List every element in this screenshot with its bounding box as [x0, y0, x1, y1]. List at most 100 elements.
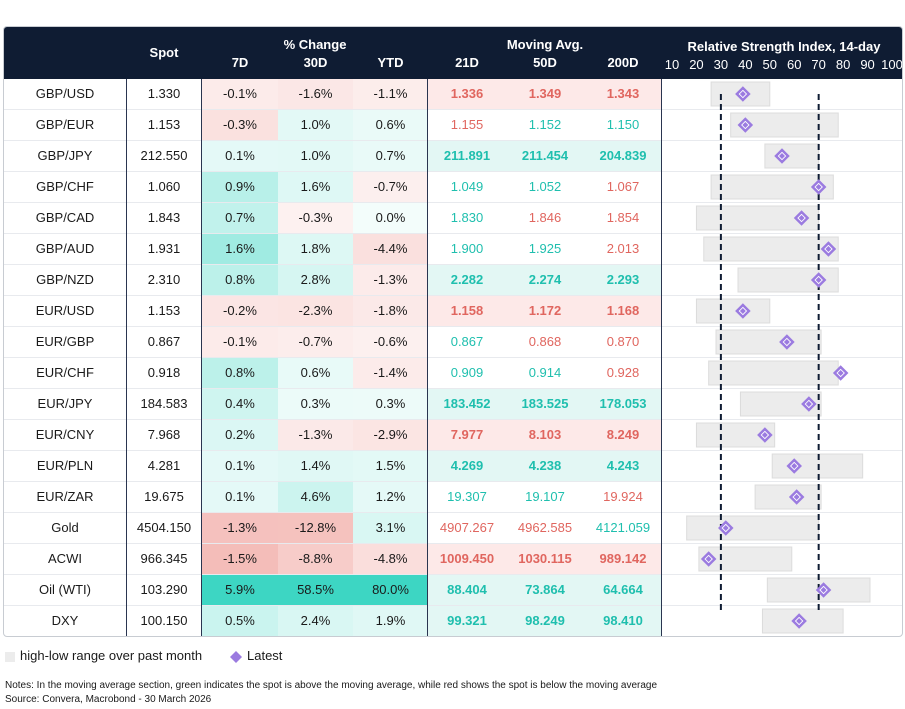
legend-latest-marker	[230, 651, 242, 663]
table-row: EUR/JPY 184.583 0.4% 0.3% 0.3% 183.452 183.525…	[4, 389, 902, 420]
cell-d7: 0.8%	[202, 265, 278, 295]
table-row: Oil (WTI) 103.290 5.9% 58.5% 80.0% 88.404 73.8…	[4, 575, 902, 606]
rsi-latest-marker-core	[783, 339, 790, 345]
ma-band	[428, 141, 662, 171]
rsi-latest-marker-core	[705, 556, 712, 562]
cell-name: GBP/JPY	[37, 148, 93, 163]
cell-d30: 2.4%	[278, 606, 353, 636]
cell-d30: 0.6%	[278, 358, 353, 388]
cell-ma21: 1.830	[450, 210, 484, 225]
table-row: EUR/ZAR 19.675 0.1% 4.6% 1.2% 19.307 19.107 19.…	[4, 482, 902, 513]
ma-band	[428, 79, 662, 109]
cell-d7: 0.1%	[202, 451, 278, 481]
rsi-latest-marker-core	[820, 587, 827, 593]
cell-ma21: 99.321	[447, 613, 487, 628]
table-row: GBP/CHF 1.060 0.9% 1.6% -0.7% 1.049 1.052 1.067	[4, 172, 902, 203]
cell-d7: -0.1%	[202, 79, 278, 109]
ma-band	[428, 575, 662, 605]
cell-ma200: 4121.059	[595, 520, 651, 535]
rsi-latest-marker-core	[815, 277, 822, 283]
cell-ma200: 178.053	[599, 396, 647, 411]
ma-band	[428, 389, 662, 419]
cell-d30: -0.7%	[278, 327, 353, 357]
cell-d30: 2.8%	[278, 265, 353, 295]
cell-spot: 1.931	[147, 241, 181, 256]
cell-ytd: -0.6%	[353, 327, 428, 357]
fx-summary-table: Spot % Change 7D 30D YTD Moving Avg. 21D…	[3, 26, 903, 637]
rsi-range-bar	[771, 453, 864, 479]
cell-ytd: -2.9%	[353, 420, 428, 450]
rsi-latest-marker-core	[779, 153, 785, 159]
rsi-latest-marker-core	[739, 91, 746, 97]
rsi-tick-label: 30	[713, 57, 729, 72]
cell-ma200: 1.854	[606, 210, 640, 225]
cell-name: EUR/PLN	[36, 458, 94, 473]
rsi-range-bar	[715, 329, 822, 355]
cell-name: GBP/CHF	[36, 179, 94, 194]
cell-name: GBP/USD	[35, 86, 95, 101]
cell-ma21: 211.891	[443, 148, 491, 163]
table-row: EUR/USD 1.153 -0.2% -2.3% -1.8% 1.158 1.172 1.1…	[4, 296, 902, 327]
cell-d30: 1.4%	[278, 451, 353, 481]
cell-spot: 4504.150	[136, 520, 192, 535]
cell-spot: 4.281	[147, 458, 181, 473]
cell-ma50: 98.249	[525, 613, 565, 628]
cell-ma21: 1009.450	[439, 551, 495, 566]
cell-ytd: 0.0%	[353, 203, 428, 233]
cell-name: EUR/CNY	[35, 427, 95, 442]
cell-ma50: 73.864	[525, 582, 565, 597]
cell-ytd: -1.3%	[353, 265, 428, 295]
cell-ma21: 1.049	[450, 179, 484, 194]
cell-ma200: 1.067	[606, 179, 640, 194]
cell-spot: 0.867	[147, 334, 181, 349]
cell-spot: 0.918	[147, 365, 181, 380]
cell-ytd: 0.7%	[353, 141, 428, 171]
cell-ma21: 1.336	[450, 86, 484, 101]
cell-d30: 1.6%	[278, 172, 353, 202]
divider-spot	[201, 79, 202, 636]
ma-band	[428, 606, 662, 636]
table-row: GBP/EUR 1.153 -0.3% 1.0% 0.6% 1.155 1.152 1.150	[4, 110, 902, 141]
cell-ma50: 1.172	[528, 303, 562, 318]
divider-name	[126, 79, 127, 636]
rsi-range-bar	[695, 298, 771, 324]
header-30d: 30D	[303, 55, 328, 70]
cell-name: GBP/EUR	[35, 117, 95, 132]
cell-ma200: 2.293	[606, 272, 640, 287]
cell-ma50: 0.868	[528, 334, 562, 349]
cell-ma50: 4.238	[528, 458, 562, 473]
cell-spot: 7.968	[147, 427, 181, 442]
cell-d7: 0.2%	[202, 420, 278, 450]
cell-ma50: 0.914	[528, 365, 562, 380]
cell-ma21: 0.867	[450, 334, 484, 349]
header-pct-change: % Change	[283, 37, 347, 52]
cell-ma200: 1.168	[606, 303, 640, 318]
cell-spot: 1.060	[147, 179, 181, 194]
cell-d30: -0.3%	[278, 203, 353, 233]
cell-d30: 1.8%	[278, 234, 353, 264]
table-row: EUR/CNY 7.968 0.2% -1.3% -2.9% 7.977 8.103 8.24…	[4, 420, 902, 451]
cell-ytd: 80.0%	[353, 575, 428, 605]
rsi-tick-label: 20	[689, 57, 704, 72]
cell-d30: -1.6%	[278, 79, 353, 109]
rsi-tick-label: 100	[881, 57, 903, 72]
cell-ytd: 0.3%	[353, 389, 428, 419]
header-7d: 7D	[231, 55, 249, 70]
cell-d7: -0.3%	[202, 110, 278, 140]
cell-spot: 103.290	[140, 582, 188, 597]
cell-name: GBP/NZD	[36, 272, 94, 287]
cell-ma21: 183.452	[443, 396, 491, 411]
cell-name: EUR/JPY	[37, 396, 93, 411]
table-row: GBP/NZD 2.310 0.8% 2.8% -1.3% 2.282 2.274 2.293	[4, 265, 902, 296]
ma-band	[428, 544, 662, 574]
cell-ma200: 4.243	[606, 458, 640, 473]
cell-ma50: 1030.115	[518, 551, 572, 566]
legend-range-label: high-low range over past month	[20, 648, 203, 663]
table-header: Spot % Change 7D 30D YTD Moving Avg. 21D…	[4, 27, 903, 79]
header-spot: Spot	[149, 45, 179, 60]
cell-d7: 0.7%	[202, 203, 278, 233]
cell-ytd: 3.1%	[353, 513, 428, 543]
cell-spot: 19.675	[144, 489, 184, 504]
cell-d7: 0.5%	[202, 606, 278, 636]
cell-name: Oil (WTI)	[39, 582, 91, 597]
